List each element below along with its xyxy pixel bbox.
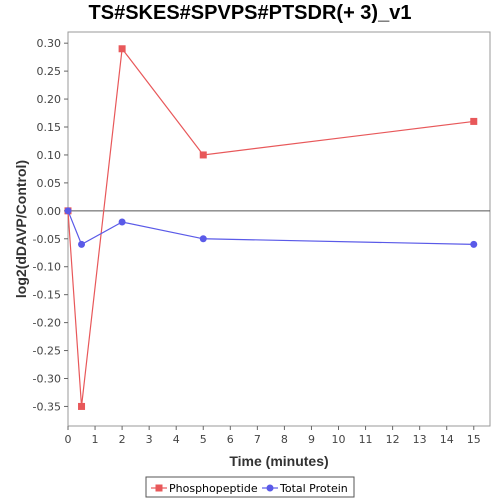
y-tick-label: 0.30	[37, 37, 62, 50]
data-point	[470, 117, 478, 125]
series-total-protein	[64, 207, 478, 248]
data-point	[78, 240, 86, 248]
x-tick-label: 2	[119, 433, 126, 446]
plot-frame	[67, 31, 491, 427]
x-tick-label: 7	[254, 433, 261, 446]
x-tick-label: 5	[200, 433, 207, 446]
y-tick-label: -0.25	[33, 345, 61, 358]
data-point	[199, 151, 207, 159]
x-tick-label: 13	[413, 433, 427, 446]
y-tick-label: -0.10	[33, 261, 61, 274]
x-tick-label: 1	[92, 433, 99, 446]
y-tick-label: -0.20	[33, 317, 61, 330]
legend-label: Total Protein	[279, 482, 348, 495]
plot-area	[67, 31, 491, 427]
y-tick-label: 0.25	[37, 65, 62, 78]
x-tick-label: 15	[467, 433, 481, 446]
x-tick-label: 14	[440, 433, 454, 446]
x-tick-label: 9	[308, 433, 315, 446]
data-point	[64, 207, 72, 215]
legend-marker	[266, 484, 274, 492]
x-tick-label: 12	[386, 433, 400, 446]
x-axis: 0 1 2 3 4 5 6 7 8 9 10 11 12 13 14 15	[65, 426, 481, 446]
data-point	[470, 240, 478, 248]
legend-box	[145, 476, 355, 498]
data-point	[78, 402, 86, 410]
data-point	[118, 218, 126, 226]
legend-label: Phosphopeptide	[169, 482, 258, 495]
x-tick-label: 10	[332, 433, 346, 446]
y-tick-label: -0.05	[33, 233, 61, 246]
y-tick-label: 0.00	[37, 205, 62, 218]
data-point	[199, 235, 207, 243]
chart-title: TS#SKES#SPVPS#PTSDR(+ 3)_v1	[88, 2, 412, 24]
y-axis-label: log2(dDAVP/Control)	[13, 160, 29, 298]
y-tick-label: 0.15	[37, 121, 62, 134]
x-tick-label: 11	[359, 433, 373, 446]
y-tick-label: 0.10	[37, 149, 62, 162]
x-tick-label: 4	[173, 433, 180, 446]
y-tick-label: 0.05	[37, 177, 62, 190]
legend: Phosphopeptide Total Protein	[145, 476, 355, 498]
y-tick-label: -0.35	[33, 400, 61, 413]
x-tick-label: 6	[227, 433, 234, 446]
y-axis: 0.30 0.25 0.20 0.15 0.10 0.05 0.00 -0.05 -0.10 -0…	[33, 37, 68, 413]
series-layer	[64, 45, 478, 410]
data-point	[118, 45, 126, 53]
x-tick-label: 8	[281, 433, 288, 446]
x-axis-label: Time (minutes)	[229, 453, 328, 469]
y-tick-label: -0.30	[33, 372, 61, 385]
legend-marker	[155, 484, 163, 492]
y-tick-label: -0.15	[33, 289, 61, 302]
y-tick-label: 0.20	[37, 93, 62, 106]
x-tick-label: 0	[65, 433, 72, 446]
x-tick-label: 3	[146, 433, 153, 446]
